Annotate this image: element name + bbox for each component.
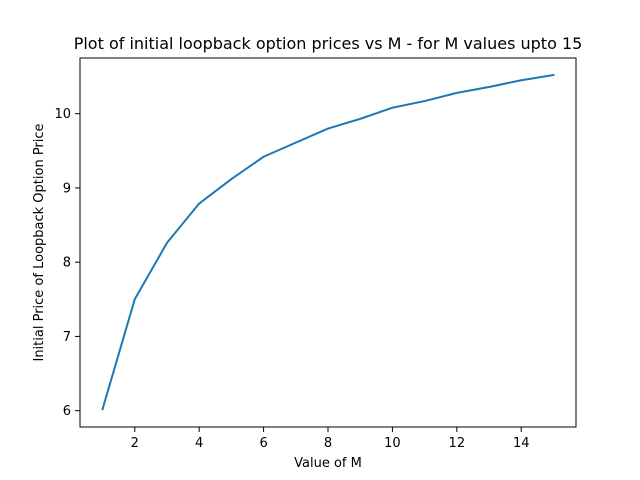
x-tick-label: 4 — [195, 436, 203, 451]
y-tick-label: 9 — [63, 181, 71, 196]
x-tick-label: 12 — [449, 436, 466, 451]
y-tick-label: 8 — [63, 256, 71, 271]
x-tick-label: 6 — [259, 436, 267, 451]
x-tick-label: 2 — [131, 436, 139, 451]
y-tick-label: 10 — [54, 107, 71, 122]
x-axis-label: Value of M — [294, 456, 362, 471]
y-axis-label: Initial Price of Loopback Option Price — [32, 123, 47, 361]
y-tick-label: 6 — [63, 404, 71, 419]
series-line-0 — [101, 73, 555, 411]
chart-title: Plot of initial loopback option prices v… — [74, 34, 583, 53]
y-tick-label: 7 — [63, 330, 71, 345]
x-tick-label: 10 — [384, 436, 401, 451]
x-tick-label: 14 — [513, 436, 530, 451]
x-tick-label: 8 — [324, 436, 332, 451]
plot-area: 2 4 6 8 10 12 14 6 7 8 9 10 — [54, 57, 577, 451]
